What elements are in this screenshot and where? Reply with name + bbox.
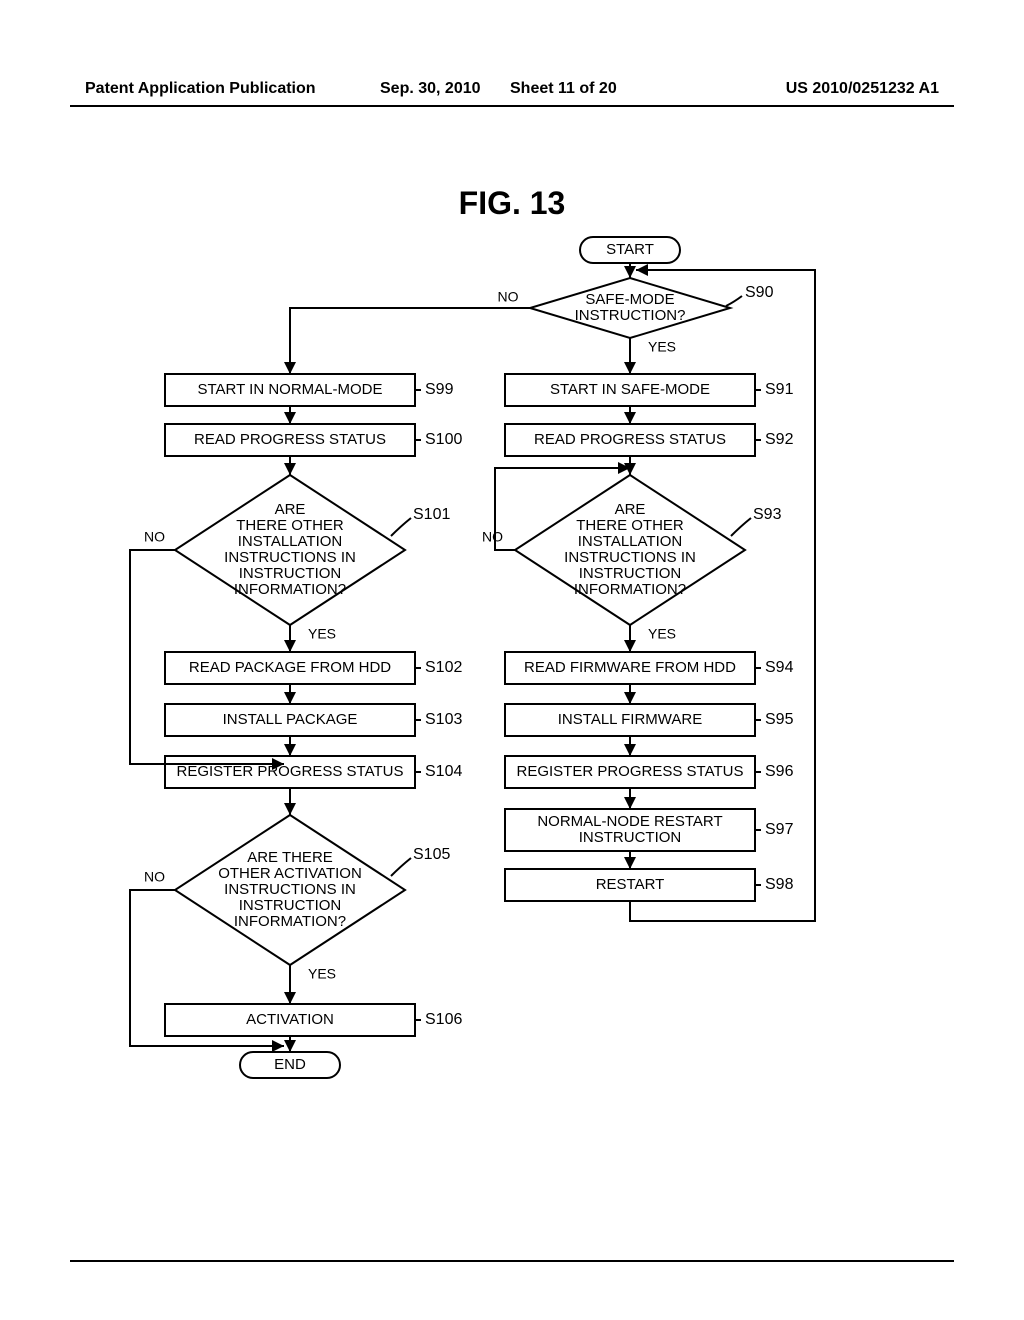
- rule-top: [70, 105, 954, 107]
- svg-text:INSTRUCTION: INSTRUCTION: [579, 829, 682, 846]
- svg-text:NO: NO: [144, 869, 165, 885]
- svg-text:INSTRUCTION?: INSTRUCTION?: [575, 307, 686, 324]
- svg-text:INFORMATION?: INFORMATION?: [574, 581, 686, 598]
- sheet-label: Sheet 11 of 20: [510, 80, 617, 98]
- svg-text:S98: S98: [765, 876, 794, 893]
- svg-text:READ PACKAGE FROM HDD: READ PACKAGE FROM HDD: [189, 659, 391, 676]
- svg-text:START IN SAFE-MODE: START IN SAFE-MODE: [550, 381, 710, 398]
- svg-text:INSTRUCTIONS IN: INSTRUCTIONS IN: [224, 881, 356, 898]
- flowchart: START SAFE-MODEINSTRUCTION? START IN SAFE-…: [70, 230, 954, 1250]
- svg-text:S105: S105: [413, 846, 450, 863]
- svg-text:S93: S93: [753, 506, 782, 523]
- svg-text:INSTRUCTIONS IN: INSTRUCTIONS IN: [564, 549, 696, 566]
- svg-text:INSTRUCTIONS IN: INSTRUCTIONS IN: [224, 549, 356, 566]
- svg-text:NO: NO: [482, 529, 503, 545]
- svg-text:NO: NO: [144, 529, 165, 545]
- svg-text:INSTRUCTION: INSTRUCTION: [239, 897, 342, 914]
- pub-label: Patent Application Publication: [85, 80, 316, 98]
- svg-text:YES: YES: [648, 339, 676, 355]
- svg-text:REGISTER PROGRESS STATUS: REGISTER PROGRESS STATUS: [517, 763, 744, 780]
- svg-text:OTHER ACTIVATION: OTHER ACTIVATION: [218, 865, 362, 882]
- svg-text:NO: NO: [498, 289, 519, 305]
- svg-text:INSTRUCTION: INSTRUCTION: [579, 565, 682, 582]
- svg-text:ARE: ARE: [275, 501, 306, 518]
- svg-text:ARE THERE: ARE THERE: [247, 849, 333, 866]
- svg-text:INSTALL PACKAGE: INSTALL PACKAGE: [223, 711, 358, 728]
- svg-text:S95: S95: [765, 711, 794, 728]
- svg-text:START IN NORMAL-MODE: START IN NORMAL-MODE: [197, 381, 382, 398]
- pub-date: Sep. 30, 2010: [380, 80, 481, 98]
- svg-text:S99: S99: [425, 381, 454, 398]
- svg-text:INSTALLATION: INSTALLATION: [238, 533, 342, 550]
- svg-text:READ PROGRESS STATUS: READ PROGRESS STATUS: [534, 431, 726, 448]
- svg-text:YES: YES: [308, 626, 336, 642]
- svg-text:S90: S90: [745, 284, 774, 301]
- svg-text:S94: S94: [765, 659, 794, 676]
- svg-text:S103: S103: [425, 711, 462, 728]
- svg-text:NORMAL-NODE RESTART: NORMAL-NODE RESTART: [537, 813, 722, 830]
- svg-text:S91: S91: [765, 381, 794, 398]
- svg-text:S106: S106: [425, 1011, 462, 1028]
- pub-number: US 2010/0251232 A1: [786, 80, 939, 98]
- svg-text:ARE: ARE: [615, 501, 646, 518]
- svg-text:S96: S96: [765, 763, 794, 780]
- svg-text:INFORMATION?: INFORMATION?: [234, 913, 346, 930]
- svg-text:RESTART: RESTART: [596, 876, 665, 893]
- svg-text:S101: S101: [413, 506, 450, 523]
- svg-text:SAFE-MODE: SAFE-MODE: [585, 291, 674, 308]
- svg-text:YES: YES: [648, 626, 676, 642]
- svg-text:INSTALL FIRMWARE: INSTALL FIRMWARE: [558, 711, 702, 728]
- svg-text:START: START: [606, 241, 654, 258]
- svg-text:S104: S104: [425, 763, 462, 780]
- figure-title: FIG. 13: [0, 185, 1024, 222]
- svg-text:INFORMATION?: INFORMATION?: [234, 581, 346, 598]
- svg-text:S92: S92: [765, 431, 794, 448]
- svg-text:INSTALLATION: INSTALLATION: [578, 533, 682, 550]
- svg-text:S100: S100: [425, 431, 462, 448]
- rule-bottom: [70, 1260, 954, 1262]
- svg-text:THERE OTHER: THERE OTHER: [576, 517, 684, 534]
- svg-text:READ FIRMWARE FROM HDD: READ FIRMWARE FROM HDD: [524, 659, 736, 676]
- svg-text:YES: YES: [308, 966, 336, 982]
- svg-text:ACTIVATION: ACTIVATION: [246, 1011, 334, 1028]
- svg-text:END: END: [274, 1056, 306, 1073]
- svg-text:INSTRUCTION: INSTRUCTION: [239, 565, 342, 582]
- svg-text:READ PROGRESS STATUS: READ PROGRESS STATUS: [194, 431, 386, 448]
- svg-text:REGISTER PROGRESS STATUS: REGISTER PROGRESS STATUS: [177, 763, 404, 780]
- svg-text:S97: S97: [765, 821, 794, 838]
- svg-text:THERE OTHER: THERE OTHER: [236, 517, 344, 534]
- svg-text:S102: S102: [425, 659, 462, 676]
